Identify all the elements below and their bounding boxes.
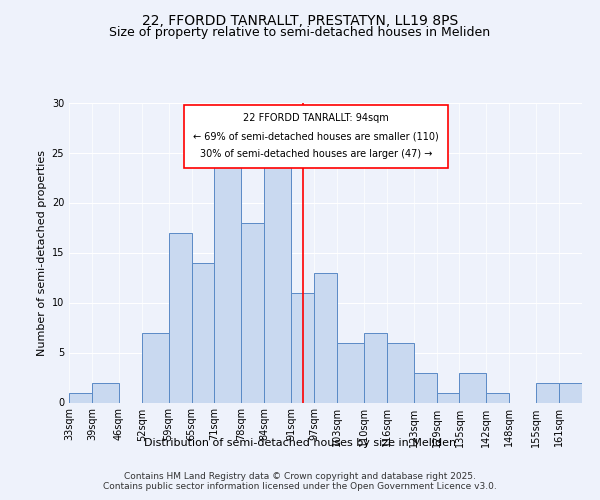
Text: Distribution of semi-detached houses by size in Meliden: Distribution of semi-detached houses by …	[144, 438, 456, 448]
Bar	[387, 342, 413, 402]
Bar	[337, 342, 364, 402]
Text: Contains HM Land Registry data © Crown copyright and database right 2025.: Contains HM Land Registry data © Crown c…	[124, 472, 476, 481]
Bar	[69, 392, 92, 402]
Y-axis label: Number of semi-detached properties: Number of semi-detached properties	[37, 150, 47, 356]
Bar	[184, 104, 448, 168]
Bar	[486, 392, 509, 402]
Text: 22 FFORDD TANRALLT: 94sqm: 22 FFORDD TANRALLT: 94sqm	[243, 114, 389, 124]
Bar	[92, 382, 119, 402]
Bar	[364, 332, 387, 402]
Bar	[559, 382, 582, 402]
Bar	[460, 372, 486, 402]
Bar	[142, 332, 169, 402]
Text: 22, FFORDD TANRALLT, PRESTATYN, LL19 8PS: 22, FFORDD TANRALLT, PRESTATYN, LL19 8PS	[142, 14, 458, 28]
Bar	[241, 222, 264, 402]
Bar	[314, 272, 337, 402]
Bar	[264, 162, 291, 402]
Text: Contains public sector information licensed under the Open Government Licence v3: Contains public sector information licen…	[103, 482, 497, 491]
Text: 30% of semi-detached houses are larger (47) →: 30% of semi-detached houses are larger (…	[200, 148, 432, 158]
Bar	[536, 382, 559, 402]
Bar	[191, 262, 214, 402]
Text: Size of property relative to semi-detached houses in Meliden: Size of property relative to semi-detach…	[109, 26, 491, 39]
Bar	[291, 292, 314, 403]
Bar	[413, 372, 437, 402]
Bar	[169, 232, 191, 402]
Text: ← 69% of semi-detached houses are smaller (110): ← 69% of semi-detached houses are smalle…	[193, 131, 439, 141]
Bar	[437, 392, 460, 402]
Bar	[214, 162, 241, 402]
